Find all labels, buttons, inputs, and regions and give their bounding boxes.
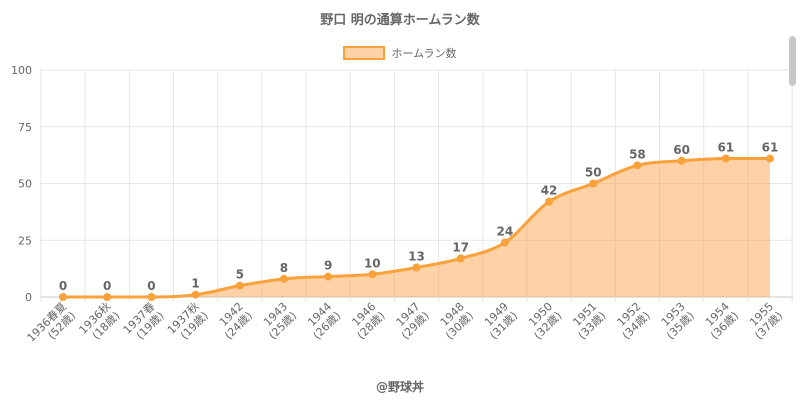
data-label: 60	[673, 143, 690, 157]
y-tick-label: 0	[25, 291, 32, 304]
data-label: 13	[408, 249, 425, 263]
data-point	[500, 238, 509, 247]
data-point	[677, 156, 686, 165]
data-point	[147, 293, 156, 301]
x-tick-label: 1936春夏(52歳)	[25, 300, 79, 345]
data-point	[633, 161, 642, 170]
data-label: 61	[762, 141, 779, 155]
x-tick-label: 1936秋(18歳)	[76, 299, 123, 342]
data-label: 1	[191, 277, 199, 291]
data-point	[456, 254, 465, 263]
series-area-fill	[63, 158, 770, 297]
y-tick-label: 75	[18, 121, 32, 134]
data-point	[368, 270, 377, 279]
x-tick-label: 1955(37歳)	[747, 300, 785, 342]
x-tick-label: 1937春(19歳)	[121, 300, 167, 342]
data-point	[589, 179, 598, 188]
x-tick-label: 1944(26歳)	[305, 300, 343, 342]
data-point	[235, 281, 244, 290]
y-tick-label: 25	[18, 234, 32, 247]
grid	[40, 69, 793, 302]
x-axis: 1936春夏(52歳)1936秋(18歳)1937春(19歳)1937秋(19歳…	[25, 299, 786, 345]
data-label: 0	[59, 279, 67, 293]
data-label: 61	[717, 141, 734, 155]
chart-title: 野口 明の通算ホームラン数	[320, 13, 480, 28]
x-tick-label: 1954(36歳)	[703, 300, 741, 342]
data-label: 58	[629, 147, 646, 161]
data-point	[103, 293, 112, 301]
x-tick-label: 1947(29歳)	[394, 300, 432, 342]
data-label: 0	[103, 279, 111, 293]
data-label: 42	[541, 184, 558, 198]
data-label: 17	[452, 240, 469, 254]
x-tick-label: 1937秋(19歳)	[164, 299, 211, 342]
data-point	[766, 154, 774, 163]
x-tick-label: 1951(33歳)	[570, 300, 608, 342]
legend-swatch	[343, 46, 386, 60]
y-tick-label: 100	[11, 64, 32, 77]
data-point	[324, 272, 333, 281]
data-label: 5	[236, 268, 244, 282]
data-point	[59, 293, 67, 301]
data-label: 9	[324, 259, 332, 273]
y-axis: 0 25 50 75 100	[11, 64, 32, 304]
series-ホームラン数	[59, 154, 774, 301]
credit-text: @野球丼	[375, 380, 424, 394]
x-tick-label: 1949(31歳)	[482, 300, 520, 342]
data-point	[412, 263, 421, 272]
data-label: 8	[280, 261, 288, 275]
data-point	[721, 154, 730, 163]
data-point	[279, 274, 288, 283]
x-tick-label: 1950(32歳)	[526, 300, 564, 342]
x-tick-label: 1948(30歳)	[438, 300, 476, 342]
legend[interactable]: ホームラン数	[0, 45, 800, 61]
data-point	[191, 290, 200, 299]
x-tick-label: 1942(24歳)	[217, 300, 255, 342]
data-label: 0	[147, 279, 155, 293]
x-tick-label: 1946(28歳)	[349, 300, 387, 342]
legend-label: ホームラン数	[391, 47, 457, 60]
x-tick-label: 1953(35歳)	[659, 300, 697, 342]
x-tick-label: 1943(25歳)	[261, 300, 299, 342]
data-label: 10	[364, 256, 381, 270]
data-label: 24	[497, 225, 514, 239]
y-tick-label: 50	[18, 178, 32, 191]
data-label: 50	[585, 166, 602, 180]
x-tick-label: 1952(34歳)	[615, 300, 653, 342]
scrollbar-thumb[interactable]	[789, 36, 796, 86]
data-point	[545, 197, 554, 206]
